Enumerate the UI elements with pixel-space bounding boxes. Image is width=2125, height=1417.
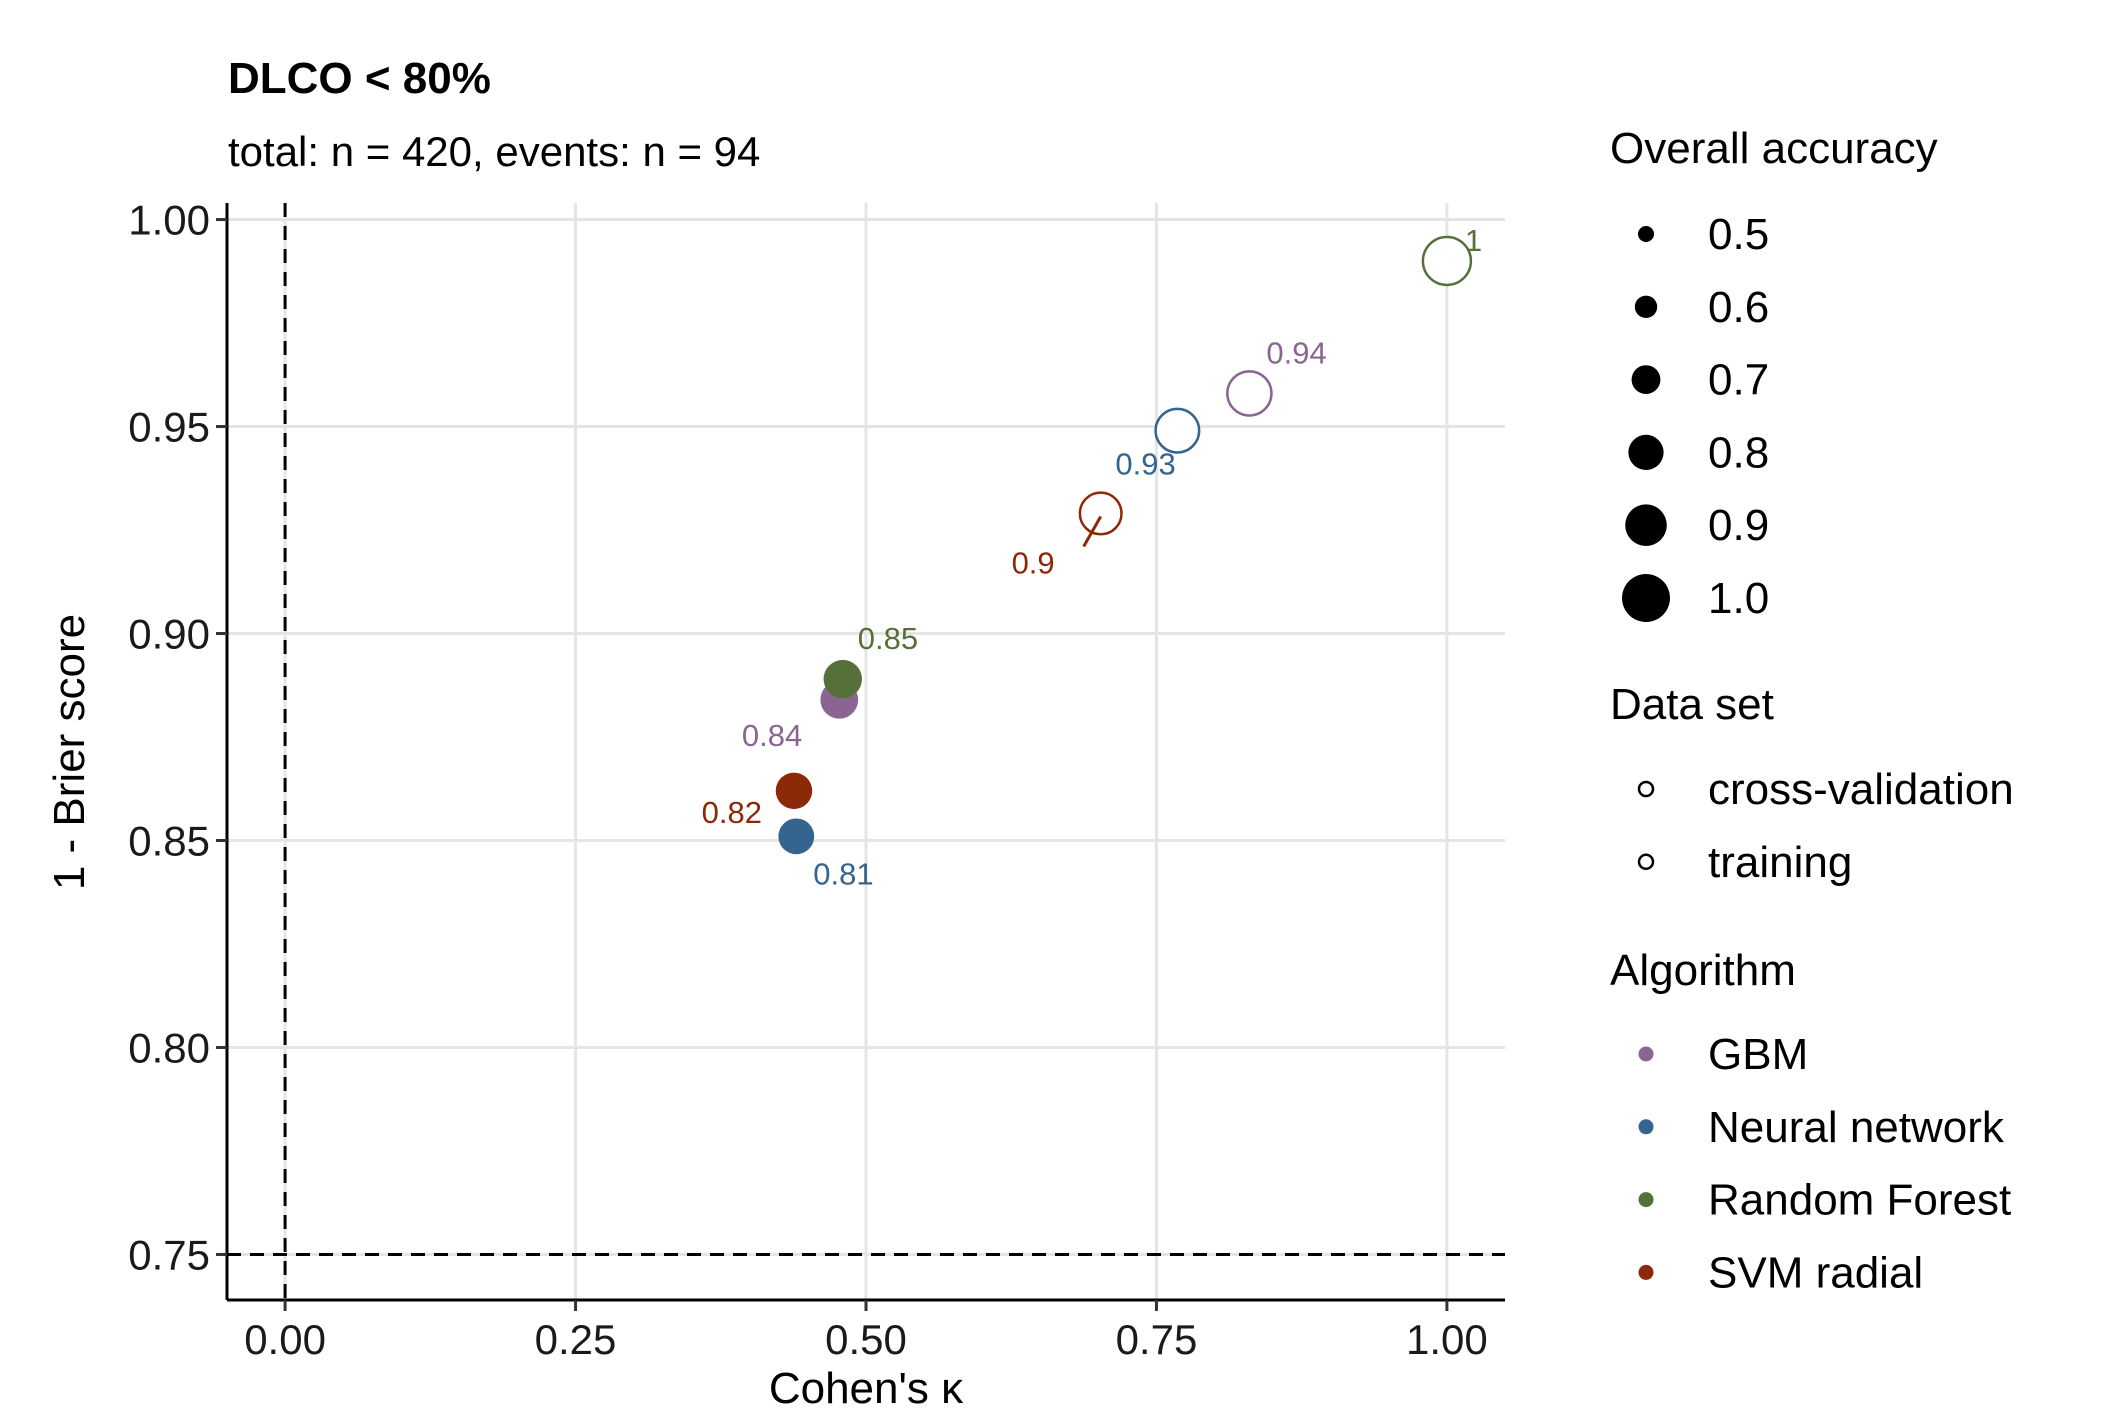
data-label-random-forest-cross-validation: 0.85 (858, 621, 918, 656)
legend-color-key-1 (1638, 1119, 1654, 1135)
x-tick-label-0: 0.00 (244, 1316, 326, 1363)
legend-shape-label-0: cross-validation (1708, 765, 2014, 814)
legend-color-key-2 (1638, 1192, 1654, 1208)
legend-shape-key-1 (1637, 853, 1655, 871)
point-svm-radial-cross-validation (775, 772, 813, 810)
legend-shape-label-1: training (1708, 838, 1852, 887)
legend-size-key-5 (1622, 574, 1670, 622)
point-neural-network-cross-validation (778, 818, 815, 855)
legend-size-key-4 (1625, 504, 1667, 546)
y-tick-label-3: 0.90 (128, 611, 210, 658)
reference-lines (227, 203, 1505, 1300)
legend-color-label-3: SVM radial (1708, 1248, 1923, 1297)
point-random-forest-training (1421, 235, 1473, 287)
y-ticks: 0.75 0.80 0.85 0.90 0.95 1.00 (128, 197, 227, 1278)
data-label-neural-network-training: 0.93 (1115, 447, 1175, 482)
label-leader-svm-radial-training (1082, 515, 1102, 548)
legend-size-key-3 (1628, 434, 1664, 470)
legend-shape-title: Data set (1610, 680, 1774, 729)
data-label-svm-radial-training: 0.9 (1012, 545, 1055, 580)
y-tick-label-4: 0.95 (128, 404, 210, 451)
legend-size-label-5: 1.0 (1708, 574, 1769, 623)
legend-color-key-3 (1638, 1264, 1654, 1280)
legend-size-items: 0.5 0.6 0.7 0.8 0.9 1.0 (1622, 210, 1769, 623)
y-tick-label-1: 0.80 (128, 1024, 210, 1071)
legend-size-label-2: 0.7 (1708, 356, 1769, 405)
legend-size-label-1: 0.6 (1708, 283, 1769, 332)
legend-size-label-3: 0.8 (1708, 428, 1769, 477)
legend-size-label-4: 0.9 (1708, 501, 1769, 550)
grid (227, 203, 1505, 1300)
legend-color-label-2: Random Forest (1708, 1176, 2011, 1225)
x-tick-label-2: 0.50 (825, 1316, 907, 1363)
legend-color-label-1: Neural network (1708, 1103, 2005, 1152)
x-axis-label: Cohen's κ (769, 1364, 964, 1413)
y-tick-label-2: 0.85 (128, 818, 210, 865)
data-label-random-forest-training: 1 (1465, 223, 1482, 258)
point-neural-network-training (1154, 407, 1201, 454)
legend-shape-items: cross-validation training (1637, 765, 2014, 887)
x-tick-label-1: 0.25 (535, 1316, 617, 1363)
legend-size-key-0 (1638, 226, 1654, 242)
legend-size-title: Overall accuracy (1610, 124, 1938, 173)
chart-subtitle: total: n = 420, events: n = 94 (228, 128, 760, 175)
data-label-gbm-cross-validation: 0.84 (742, 718, 802, 753)
y-tick-label-5: 1.00 (128, 197, 210, 244)
data-label-gbm-training: 0.94 (1266, 335, 1326, 370)
legend-shape-key-0 (1637, 780, 1655, 798)
legend-size-key-1 (1634, 295, 1658, 318)
data-label-svm-radial-cross-validation: 0.82 (702, 795, 762, 830)
data-labels: 0.84 0.81 0.85 0.82 0.94 0.93 1 0.9 (702, 223, 1483, 891)
legend-color-label-0: GBM (1708, 1030, 1808, 1079)
chart-title: DLCO < 80% (228, 54, 491, 103)
point-svm-radial-training (1078, 491, 1123, 536)
x-tick-label-4: 1.00 (1406, 1316, 1488, 1363)
y-tick-label-0: 0.75 (128, 1231, 210, 1278)
legend-size-key-2 (1631, 365, 1661, 394)
legend-color-items: GBM Neural network Random Forest SVM radial (1638, 1030, 2011, 1297)
data-points (775, 235, 1473, 855)
legend-color-title: Algorithm (1610, 946, 1796, 995)
legend: Overall accuracy 0.5 0.6 0.7 0.8 0.9 1.0 Data… (1610, 124, 2014, 1297)
point-random-forest-cross-validation (823, 659, 862, 699)
data-label-neural-network-cross-validation: 0.81 (813, 856, 873, 891)
y-axis-label: 1 - Brier score (45, 614, 94, 890)
point-gbm-training (1226, 370, 1273, 417)
legend-color-key-0 (1638, 1046, 1654, 1062)
x-ticks: 0.00 0.25 0.50 0.75 1.00 (244, 1300, 1488, 1363)
x-tick-label-3: 0.75 (1116, 1316, 1198, 1363)
legend-size-label-0: 0.5 (1708, 210, 1769, 259)
